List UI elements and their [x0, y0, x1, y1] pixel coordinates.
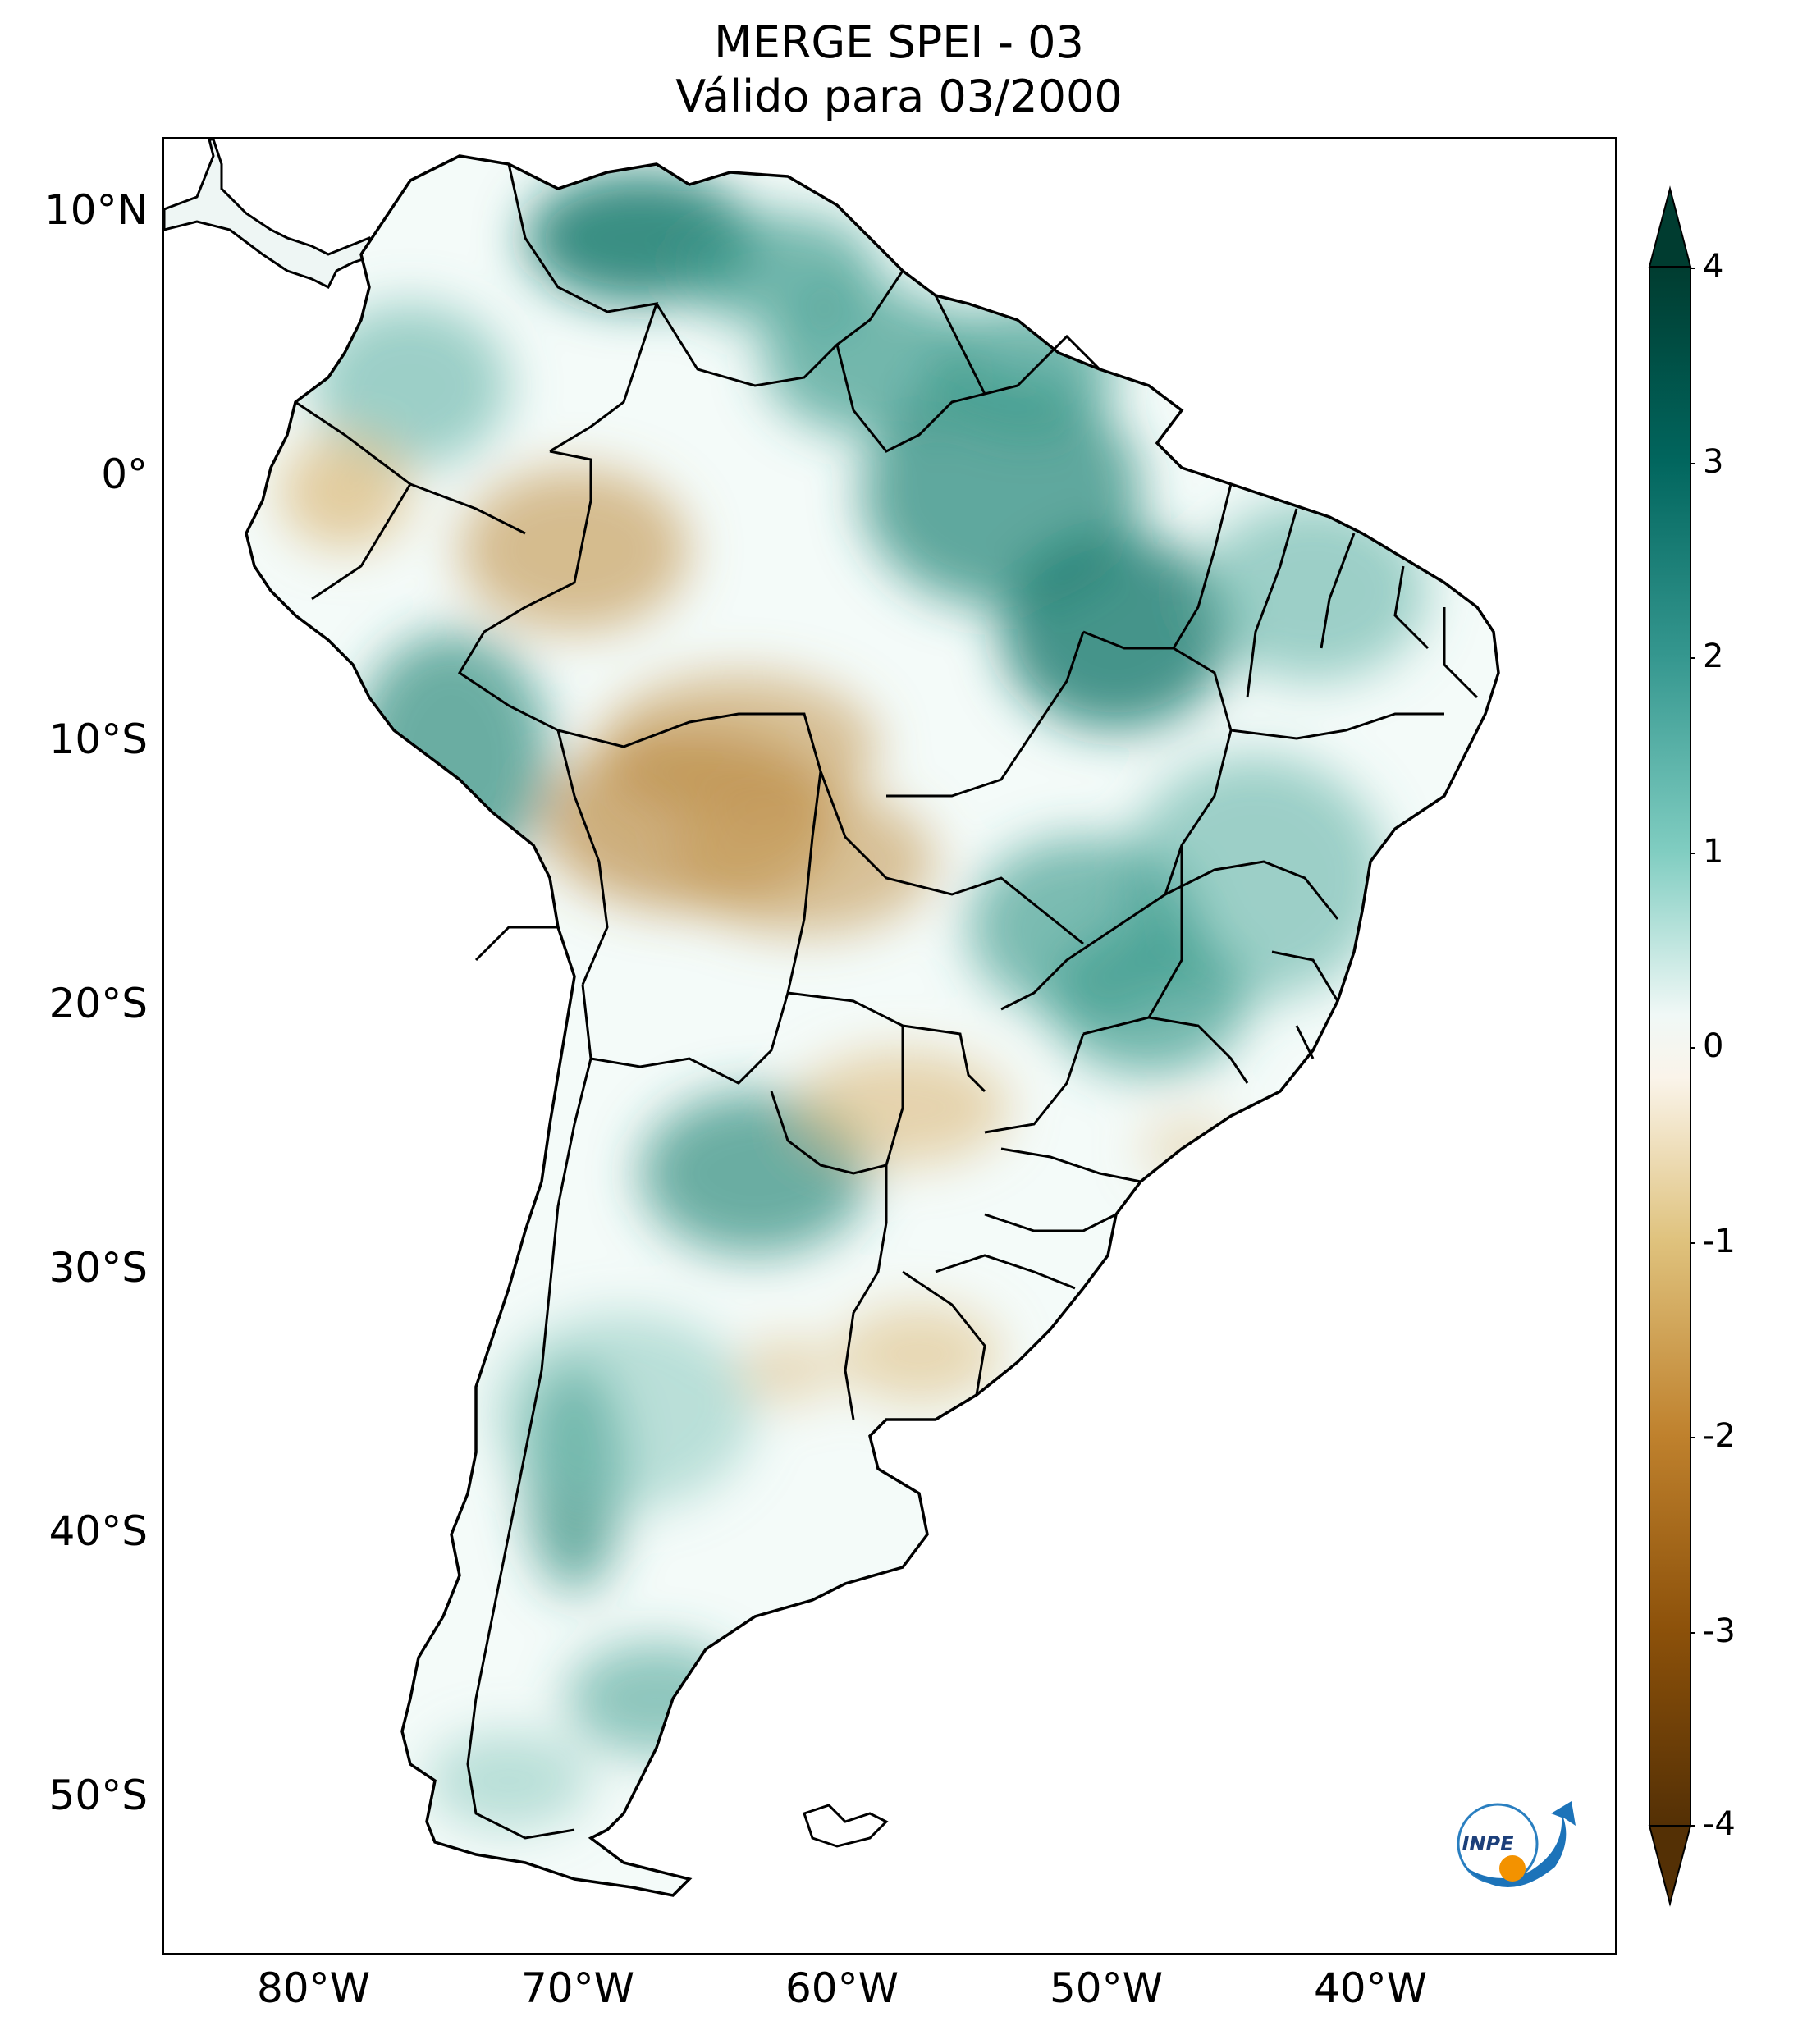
south-america-map — [164, 139, 1500, 1897]
colorbar-tick-neg1: -1 — [1703, 1223, 1736, 1260]
lat-label-10s: 10°S — [48, 716, 148, 763]
lat-label-20s: 20°S — [48, 980, 148, 1027]
colorbar-tick-1: 1 — [1703, 833, 1724, 871]
lon-label-60w: 60°W — [785, 1964, 899, 2012]
lon-label-40w: 40°W — [1313, 1964, 1428, 2012]
colorbar-tick-0: 0 — [1703, 1027, 1724, 1065]
lat-label-10n: 10°N — [43, 186, 148, 234]
colorbar — [1648, 185, 1695, 1907]
lat-label-30s: 30°S — [48, 1244, 148, 1292]
map-title-line1: MERGE SPEI - 03 — [714, 16, 1084, 68]
lat-label-0: 0° — [101, 450, 148, 498]
colorbar-top-extend — [1648, 185, 1692, 268]
colorbar-tick-neg4: -4 — [1703, 1805, 1736, 1843]
lat-label-50s: 50°S — [48, 1772, 148, 1819]
map-title-line2: Válido para 03/2000 — [675, 71, 1123, 122]
map-panel — [162, 137, 1617, 1955]
inpe-logo-text: INPE — [1462, 1832, 1515, 1855]
colorbar-tick-neg2: -2 — [1703, 1417, 1736, 1455]
central-america-outline — [164, 139, 380, 290]
political-borders — [295, 163, 1479, 1848]
continent-outline — [245, 154, 1500, 1897]
colorbar-tick-4: 4 — [1703, 248, 1724, 286]
spei-field — [246, 156, 1498, 1895]
colorbar-tick-3: 3 — [1703, 443, 1724, 481]
lon-label-70w: 70°W — [520, 1964, 635, 2012]
colorbar-tick-2: 2 — [1703, 638, 1724, 675]
colorbar-tick-neg3: -3 — [1703, 1612, 1736, 1650]
colorbar-gradient — [1649, 266, 1691, 1827]
inpe-logo: INPE — [1457, 1801, 1576, 1887]
lat-label-40s: 40°S — [48, 1507, 148, 1555]
colorbar-bottom-extend — [1648, 1825, 1692, 1907]
lon-label-50w: 50°W — [1049, 1964, 1164, 2012]
lon-label-80w: 80°W — [256, 1964, 371, 2012]
